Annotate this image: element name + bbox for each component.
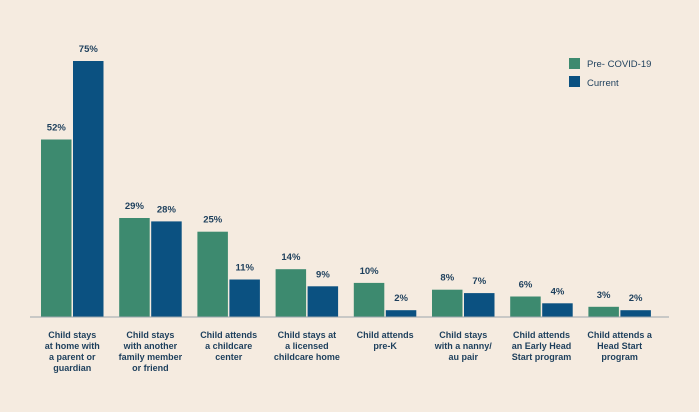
category-label-line: or friend <box>132 363 169 373</box>
category-label-line: a childcare <box>205 341 252 351</box>
category-label-6: Child attends an Early Head Start program <box>512 330 572 362</box>
data-label-pre-covid-5: 8% <box>440 273 454 284</box>
data-label-pre-covid-6: 6% <box>519 280 533 291</box>
category-label-line: Child stays at <box>278 330 337 340</box>
category-label-line: guardian <box>53 363 91 373</box>
bar-current-3 <box>307 286 339 317</box>
category-label-line: with a nanny/ <box>434 341 493 351</box>
data-label-current-5: 7% <box>472 276 486 287</box>
legend-label-pre-covid: Pre- COVID-19 <box>587 59 651 70</box>
category-label-1: Child stays with another family member or f… <box>119 330 183 373</box>
category-label-line: Child attends a <box>587 330 653 340</box>
data-label-pre-covid-3: 14% <box>281 252 301 263</box>
category-label-line: au pair <box>449 352 479 362</box>
data-label-current-6: 4% <box>551 286 565 297</box>
category-label-line: a parent or <box>49 352 96 362</box>
data-label-current-0: 75% <box>79 44 99 55</box>
category-labels: Child stays at home with a parent or guardi… <box>45 330 653 373</box>
category-label-4: Child attends pre-K <box>357 330 414 351</box>
data-label-current-2: 11% <box>235 263 254 274</box>
category-label-line: Start program <box>512 352 572 362</box>
category-label-line: at home with <box>45 341 100 351</box>
bar-pre-covid-5 <box>432 289 463 317</box>
legend-swatch-pre-covid <box>569 58 580 69</box>
bar-pre-covid-2 <box>197 231 228 317</box>
legend: Pre- COVID-19 Current <box>569 58 651 89</box>
category-label-line: Child attends <box>357 330 414 340</box>
category-label-line: with another <box>123 341 178 351</box>
bar-current-2 <box>229 279 260 317</box>
data-label-current-1: 28% <box>157 204 177 215</box>
data-label-current-7: 2% <box>629 293 643 304</box>
bar-pre-covid-7 <box>588 306 619 317</box>
category-label-line: family member <box>119 352 183 362</box>
category-label-0: Child stays at home with a parent or guardi… <box>45 330 100 373</box>
data-label-current-3: 9% <box>316 269 330 280</box>
bar-current-4 <box>385 310 417 317</box>
category-label-line: Head Start <box>597 341 642 351</box>
data-label-pre-covid-2: 25% <box>203 215 223 226</box>
category-label-line: Child stays <box>126 330 174 340</box>
category-label-line: Child stays <box>48 330 96 340</box>
category-label-line: program <box>601 352 638 362</box>
category-label-5: Child stays with a nanny/au pair <box>434 330 493 362</box>
category-label-line: center <box>215 352 243 362</box>
category-label-line: Child attends <box>513 330 570 340</box>
bar-current-6 <box>542 303 573 317</box>
category-label-line: childcare home <box>274 352 340 362</box>
bar-pre-covid-1 <box>119 218 150 317</box>
category-label-line: a licensed <box>285 341 329 351</box>
bar-current-5 <box>464 293 495 317</box>
bars-layer: 52% 75% 29% 28% 25% 11% 14% 9% 10% 2% 8% 7% 6% 4% 3% 2% <box>41 44 651 317</box>
bar-pre-covid-3 <box>275 269 307 317</box>
category-label-2: Child attends a childcare center <box>200 330 257 362</box>
bar-current-1 <box>151 221 182 317</box>
data-label-pre-covid-1: 29% <box>125 201 145 212</box>
data-label-pre-covid-4: 10% <box>360 266 380 277</box>
category-label-line: Child attends <box>200 330 257 340</box>
category-label-line: an Early Head <box>512 341 572 351</box>
data-label-pre-covid-7: 3% <box>597 290 611 301</box>
legend-label-current: Current <box>587 78 619 89</box>
bar-pre-covid-0 <box>41 139 72 317</box>
category-label-7: Child attends a Head Start program <box>587 330 653 362</box>
data-label-pre-covid-0: 52% <box>47 123 67 134</box>
bar-pre-covid-6 <box>510 296 541 317</box>
category-label-line: Child stays <box>439 330 487 340</box>
bar-pre-covid-4 <box>353 282 385 317</box>
legend-swatch-current <box>569 76 580 87</box>
category-label-3: Child stays at a licensed childcare home <box>274 330 340 362</box>
data-label-current-4: 2% <box>394 293 408 304</box>
bar-current-0 <box>73 61 104 317</box>
category-label-line: pre-K <box>373 341 397 351</box>
bar-current-7 <box>620 310 651 317</box>
